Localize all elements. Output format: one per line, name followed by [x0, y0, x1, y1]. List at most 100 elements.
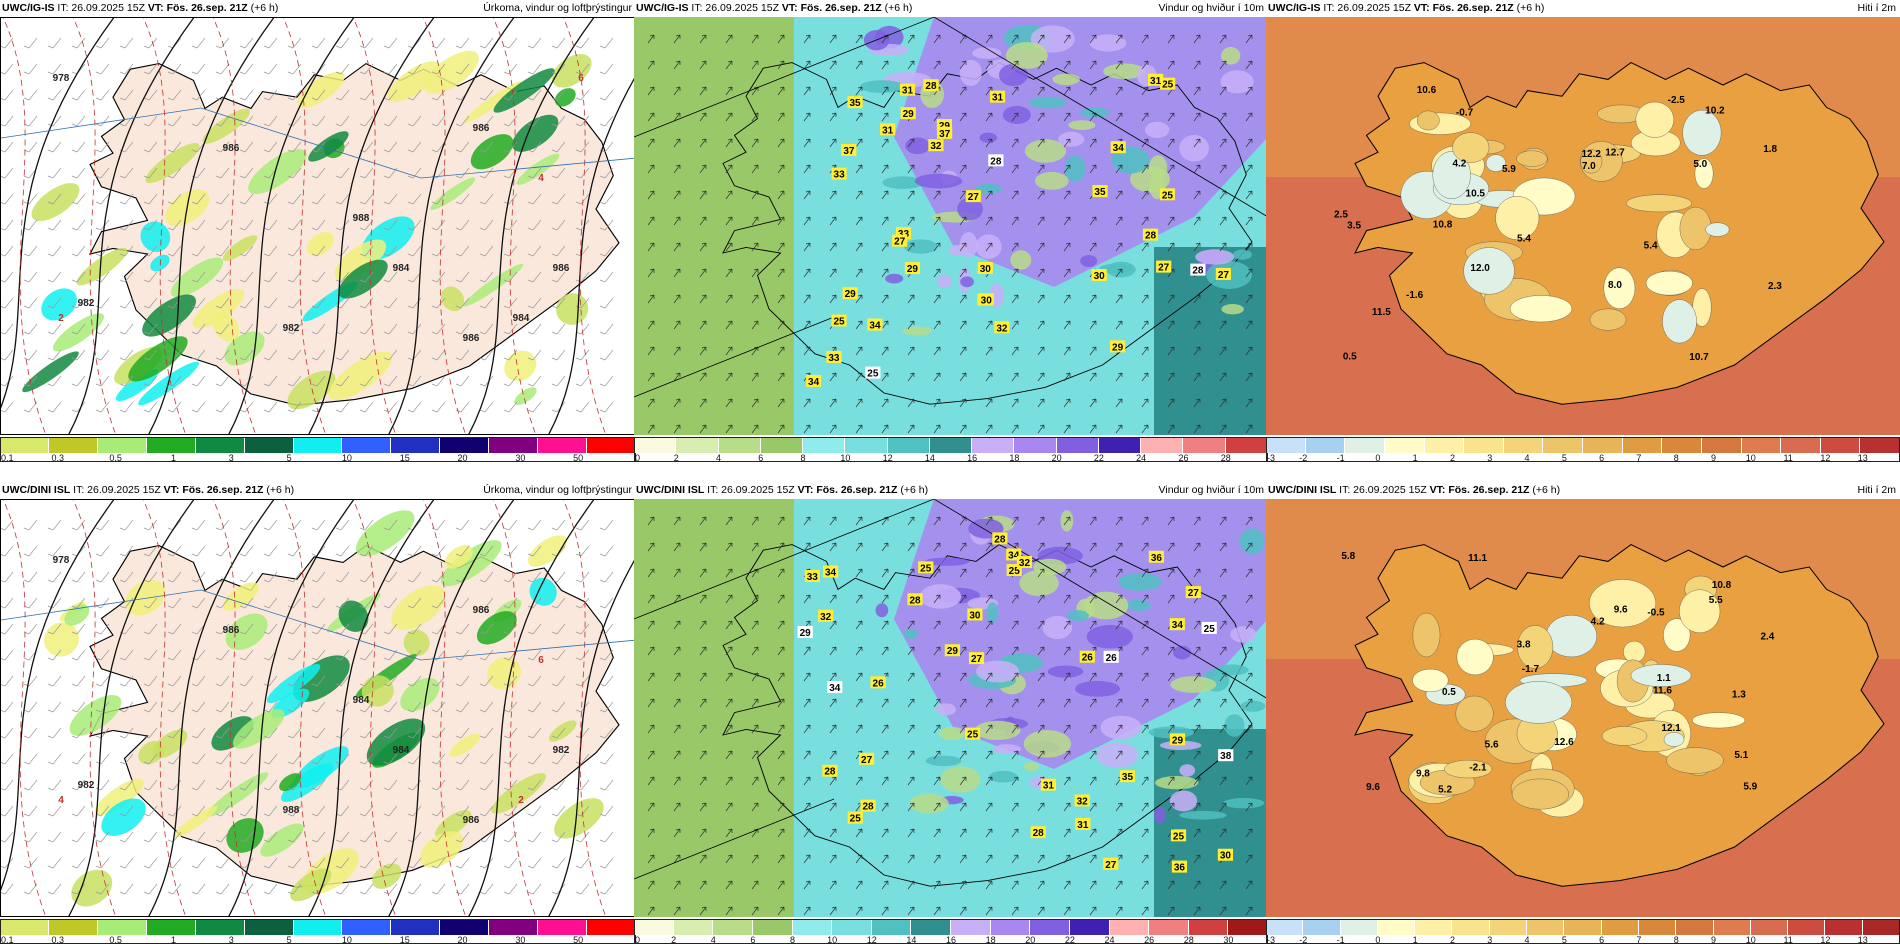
temperature-label: 8.0 [1608, 280, 1622, 291]
colorbar-tick-label: 8 [1673, 935, 1679, 945]
gust-label: 25 [1204, 624, 1216, 635]
colorbar-tick-label: 12 [1820, 453, 1831, 463]
wind-area [1223, 797, 1265, 809]
colorbar-tick-label: 1 [170, 935, 176, 945]
colorbar-swatch [1340, 919, 1378, 935]
colorbar-swatch [1713, 919, 1751, 935]
gust-label-bg [1169, 733, 1186, 746]
precip-area [44, 622, 79, 657]
temperature-label: -0.7 [1456, 107, 1474, 118]
colorbar-tick-label: 9 [1711, 453, 1717, 463]
colorbar-tick-label: 22 [1093, 453, 1104, 463]
colorbar-tick-label: 1 [1412, 453, 1418, 463]
colorbar-tick-label: 15 [399, 453, 410, 463]
lead-time: (+6 h) [884, 2, 913, 14]
precip-area [391, 585, 446, 631]
precip-area [554, 798, 604, 839]
temperature-area [1645, 270, 1693, 296]
wind-area [1064, 155, 1086, 182]
gust-label-bg [1074, 794, 1090, 807]
gust-label: 28 [862, 802, 874, 813]
gust-label: 25 [1173, 831, 1185, 842]
wind-area [1023, 730, 1072, 758]
gust-label: 34 [1008, 550, 1020, 561]
colorbar-swatch [1424, 437, 1465, 453]
colorbar-tick-label: 4 [1524, 453, 1530, 463]
colorbar-swatch [760, 437, 804, 453]
colorbar-swatch [342, 437, 392, 453]
precip-area [463, 263, 524, 307]
temperature-label: 12.1 [1661, 723, 1681, 734]
precip-area [260, 823, 304, 857]
gust-label: 34 [808, 377, 820, 388]
init-time: IT: 26.09.2025 15Z [57, 2, 145, 14]
temperature-area [1511, 778, 1570, 810]
colorbar-tick-label: 2 [671, 935, 677, 945]
temperature-area [1635, 101, 1675, 138]
colorbar-swatch [1305, 437, 1346, 453]
colorbar-swatch [1266, 437, 1306, 453]
wind-area [1080, 107, 1110, 118]
iceland-outline [722, 62, 1253, 405]
colorbar-tick-label: 20 [1051, 453, 1062, 463]
colorbar-tick-label: 5 [286, 453, 292, 463]
temperature-contour [422, 18, 467, 434]
panel-precip-dini: UWC/DINI ISL IT: 26.09.2025 15Z VT: Fös.… [0, 482, 636, 950]
isobar [228, 500, 355, 916]
colorbar-swatch [1543, 437, 1583, 453]
temperature-contour [492, 18, 537, 434]
contour-label: 986 [473, 605, 490, 616]
gust-label-bg [904, 262, 921, 275]
lead-time: (+6 h) [1532, 484, 1561, 496]
isobar [148, 500, 275, 916]
contour-label: 4 [58, 795, 64, 806]
colorbar-tick-label: -2 [1299, 453, 1308, 463]
colorbar-swatch [244, 437, 294, 453]
precip-area [212, 311, 240, 342]
precip-map: 978 982 986 986 982 984 986 988 986 984 2 4 6 [0, 17, 636, 435]
wind-area [975, 234, 1002, 259]
temperature-label: 5.5 [1709, 595, 1723, 606]
precip-area [41, 288, 78, 321]
temperature-contour [2, 500, 47, 916]
precip-area [440, 286, 465, 312]
temperature-area [1679, 589, 1721, 634]
precip-area [211, 716, 254, 751]
colorbar-swatch [1030, 919, 1070, 935]
gust-label: 27 [968, 192, 980, 203]
temperature-label: -1.6 [1406, 290, 1424, 301]
temperature-contour [562, 18, 607, 434]
temperature-contour [212, 500, 257, 916]
isobar [388, 500, 515, 916]
colorbar-swatch [832, 919, 872, 935]
colorbar-tick-label: 18 [1009, 453, 1020, 463]
temperature-label: 12.6 [1554, 737, 1574, 748]
wind-area [1179, 135, 1209, 162]
colorbar-swatch [1527, 919, 1565, 935]
colorbar-swatch [1601, 919, 1639, 935]
gust-label-bg [1218, 749, 1234, 762]
gust-label-bg [936, 119, 952, 132]
colorbar-tick-label: 11 [1783, 935, 1793, 945]
gust-label: 34 [1113, 143, 1125, 154]
colorbar-tick-label: 1 [170, 453, 176, 463]
gust-label-bg [965, 727, 981, 740]
wind-area [1099, 263, 1133, 274]
isobar [68, 500, 195, 916]
temperature-area [1509, 295, 1573, 323]
wind-area [1023, 762, 1039, 771]
gust-label: 31 [1043, 781, 1055, 792]
colorbar-tick-label: 2 [1449, 453, 1455, 463]
colorbar-swatch [1266, 919, 1304, 935]
gust-label-bg [827, 681, 843, 694]
panel-header: UWC/IG-IS IT: 26.09.2025 15Z VT: Fös. 26… [1266, 0, 1900, 17]
gust-label: 28 [994, 534, 1006, 545]
gust-label-bg [1075, 817, 1091, 830]
temperature-label: 9.6 [1366, 782, 1380, 793]
isobar [228, 18, 355, 434]
wind-area [959, 231, 978, 258]
colorbar-tick-label: 0 [1375, 453, 1381, 463]
colorbar-tick-label: 0 [635, 453, 641, 463]
precip-area [527, 535, 568, 567]
temperature-contour [282, 500, 327, 916]
